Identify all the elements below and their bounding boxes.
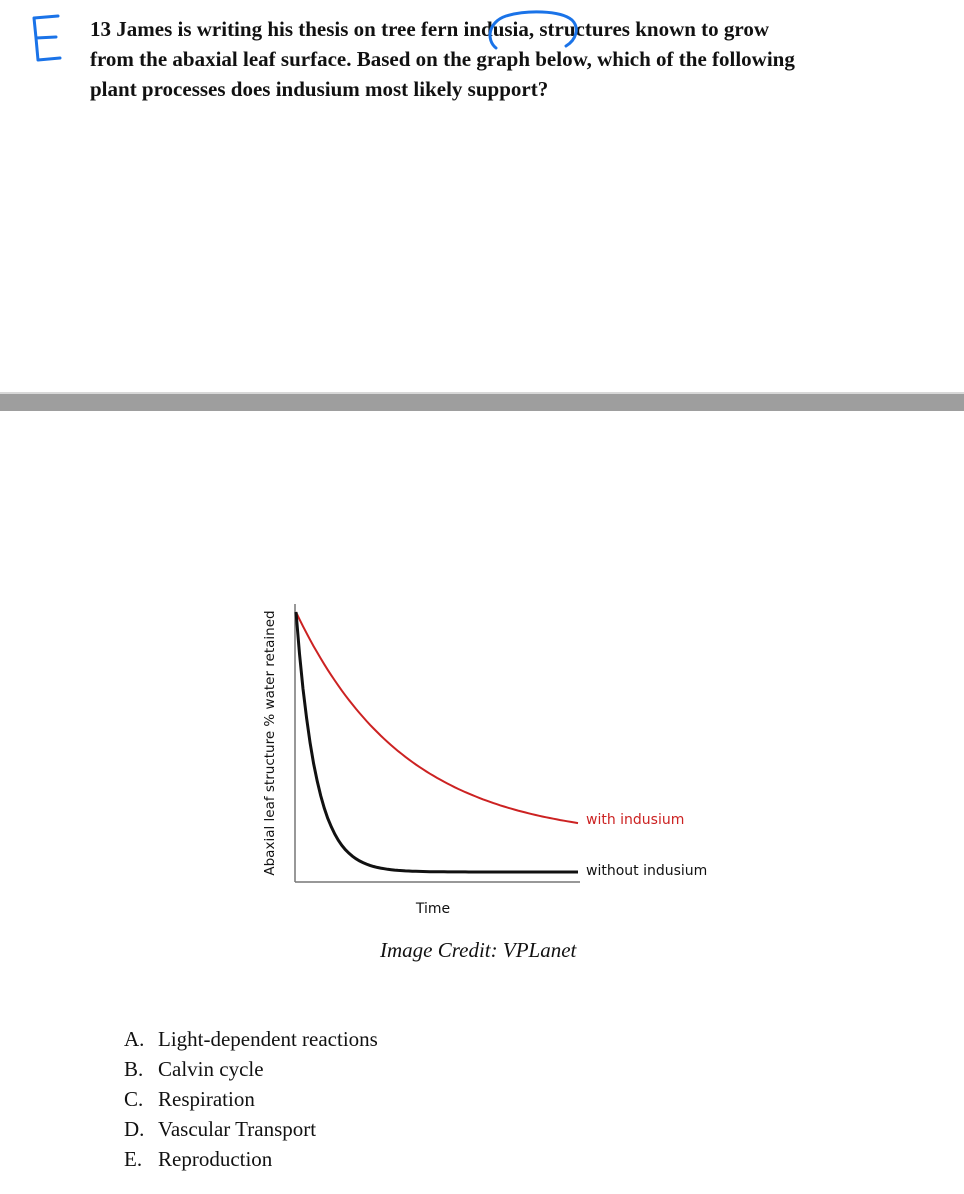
y-axis-label: Abaxial leaf structure % water retained xyxy=(262,610,278,875)
water-retention-chart: with indusium without indusium Time Abax… xyxy=(250,590,730,930)
question-line-3: plant processes does indusium most likel… xyxy=(90,77,549,101)
series-label-with-indusium: with indusium xyxy=(586,812,684,828)
option-e[interactable]: E. Reproduction xyxy=(124,1147,273,1171)
question-number: 13 xyxy=(90,17,111,41)
page-divider xyxy=(0,392,964,411)
option-c[interactable]: C. Respiration xyxy=(124,1087,255,1111)
question-line-2: from the abaxial leaf surface. Based on … xyxy=(90,47,795,71)
chart-svg: with indusium without indusium Time Abax… xyxy=(262,604,707,917)
option-a[interactable]: A. Light-dependent reactions xyxy=(124,1027,378,1051)
series-label-without-indusium: without indusium xyxy=(586,863,707,879)
question-line-1: 13 James is writing his thesis on tree f… xyxy=(90,17,770,41)
question-text: 13 James is writing his thesis on tree f… xyxy=(90,14,890,104)
handwritten-answer-e xyxy=(32,14,62,62)
option-b[interactable]: B. Calvin cycle xyxy=(124,1057,264,1081)
answer-options: A. Light-dependent reactions B. Calvin cyc… xyxy=(124,1024,378,1174)
series-line-with-indusium xyxy=(295,611,579,825)
option-d[interactable]: D. Vascular Transport xyxy=(124,1117,317,1141)
series-line-without-indusium xyxy=(294,611,578,874)
handwritten-circle-annotation xyxy=(488,10,578,50)
image-credit: Image Credit: VPLanet xyxy=(380,938,577,962)
x-axis-label: Time xyxy=(415,901,450,917)
